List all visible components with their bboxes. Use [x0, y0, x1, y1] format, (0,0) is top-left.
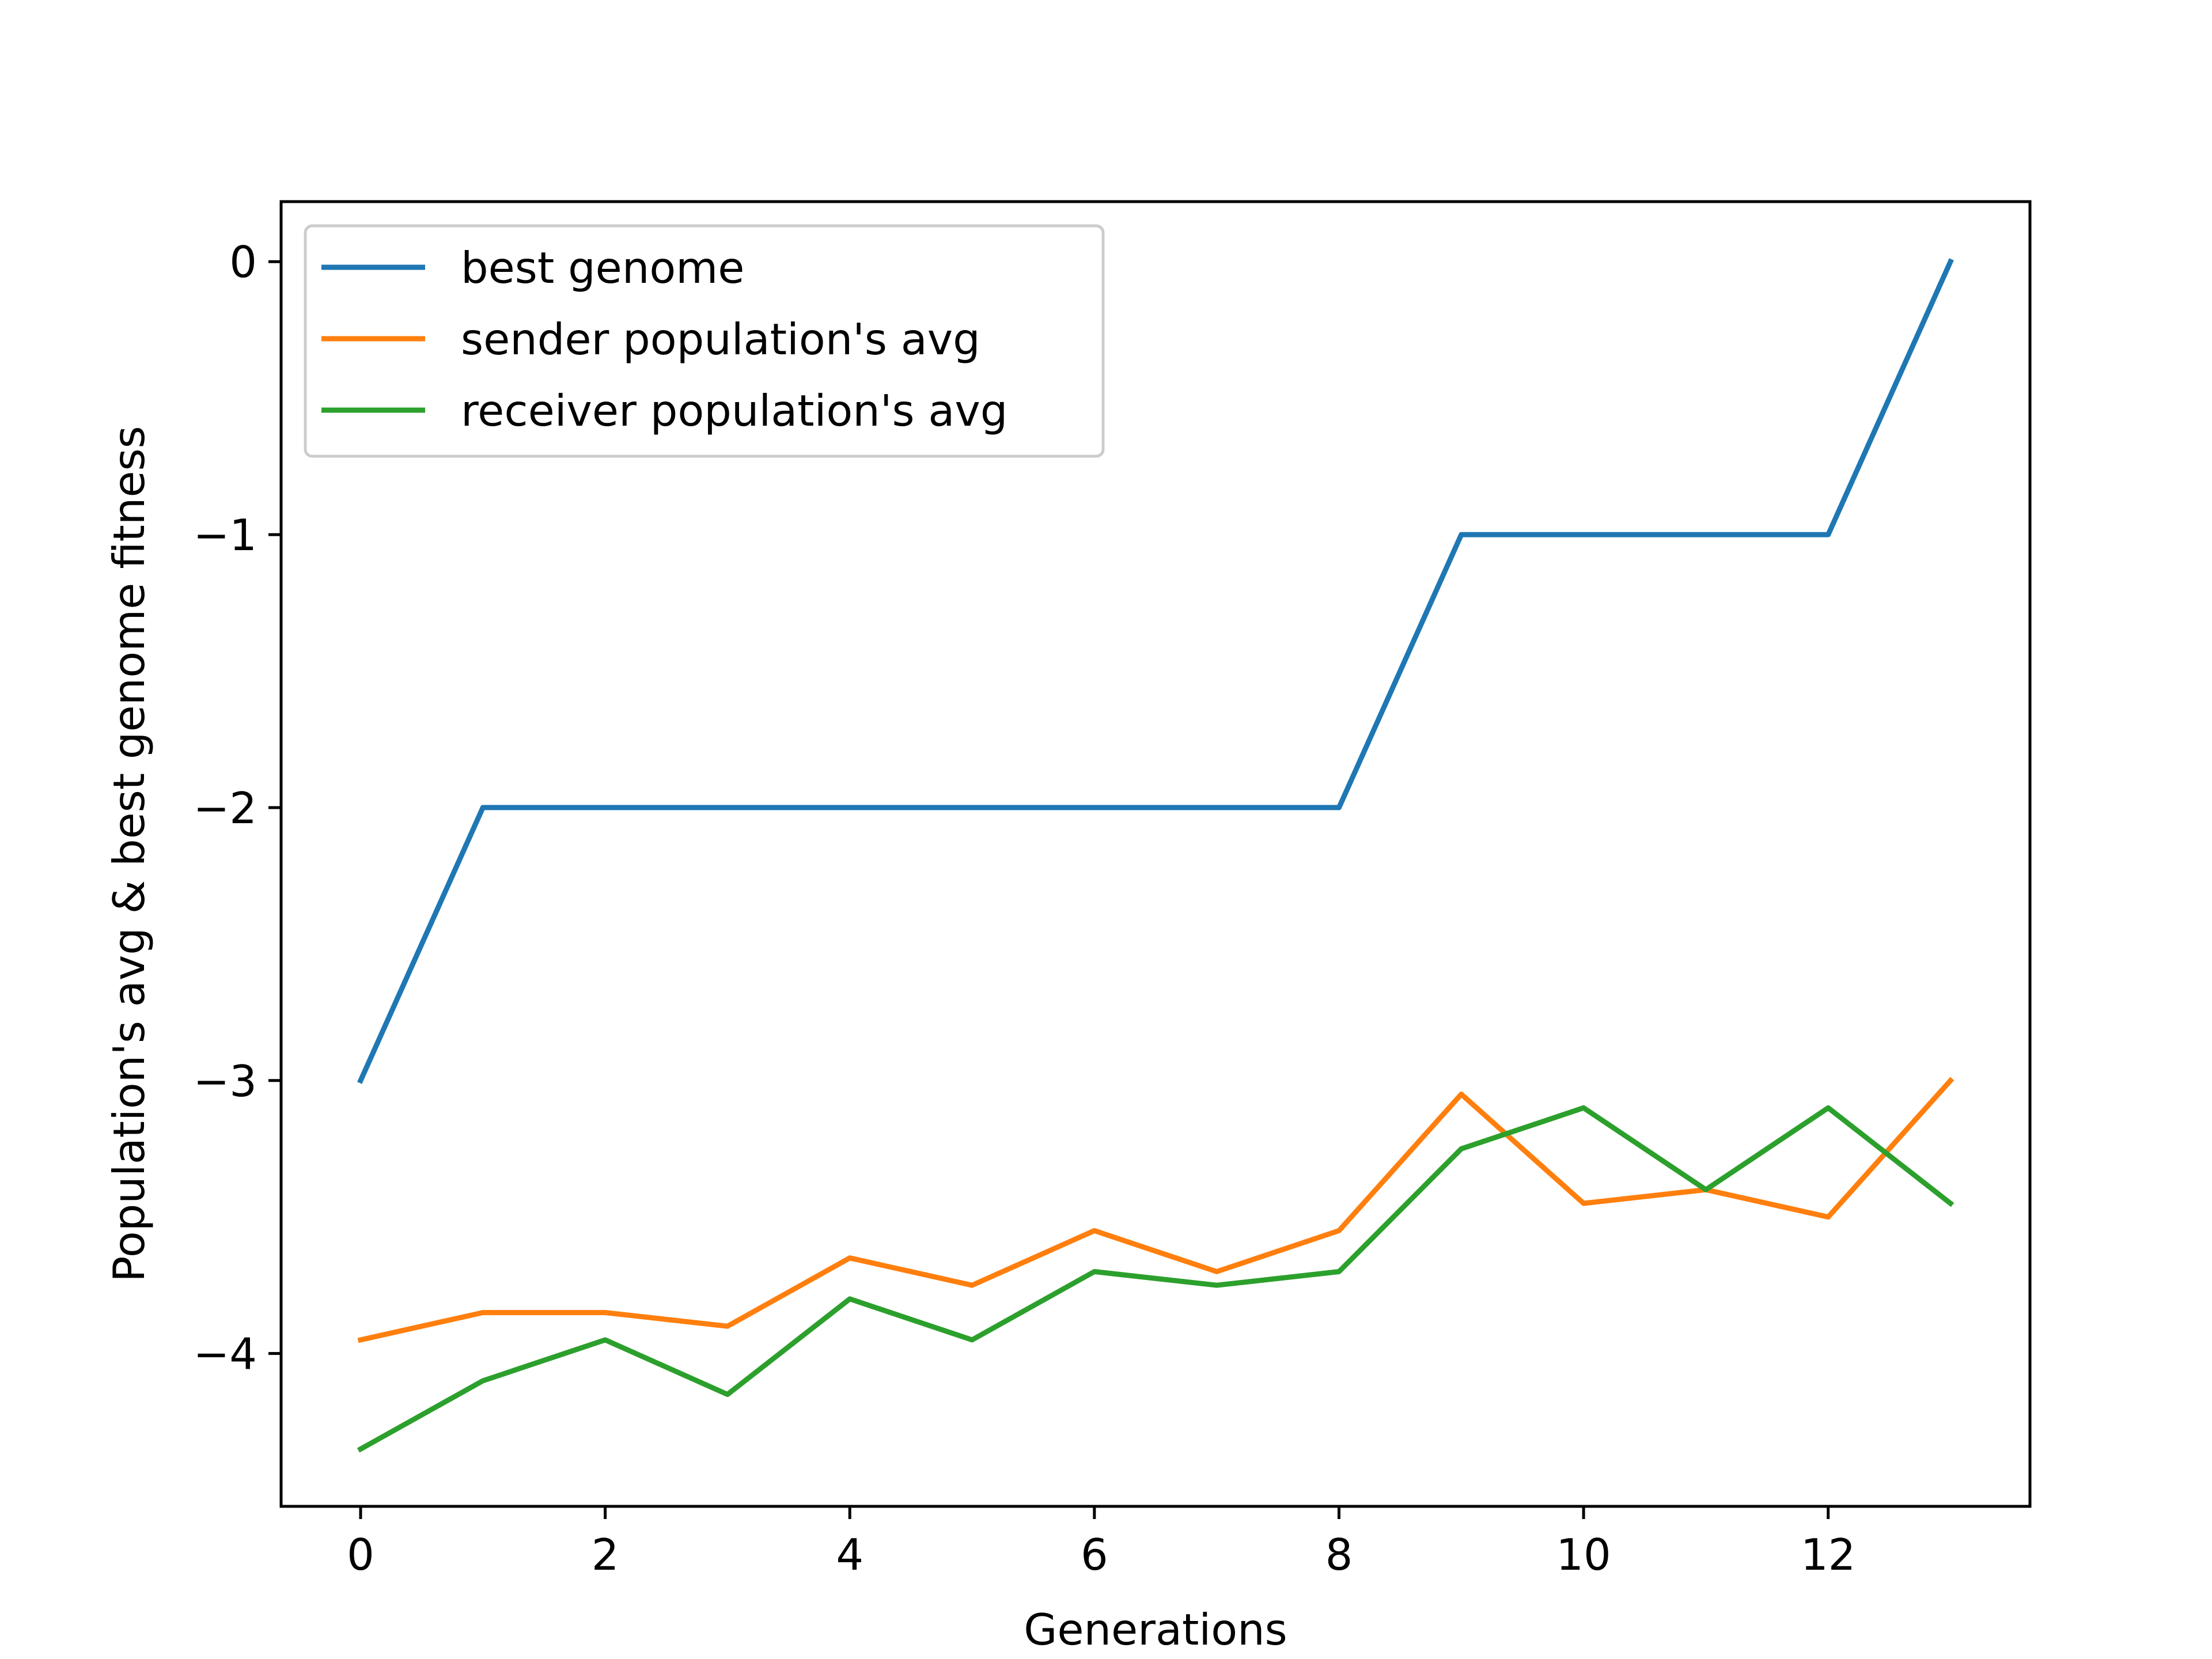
x-tick-label: 4 — [836, 1529, 863, 1580]
x-tick-label: 10 — [1556, 1529, 1611, 1580]
x-axis-label: Generations — [1024, 1604, 1287, 1655]
y-tick-label: 0 — [229, 237, 257, 287]
y-axis: 0 −1 −2 −3 −4 — [193, 237, 281, 1380]
series-layer — [357, 258, 1955, 1453]
series-line-3 — [357, 1105, 1955, 1453]
x-tick-label: 6 — [1081, 1529, 1108, 1580]
x-tick-label: 8 — [1325, 1529, 1353, 1580]
y-tick-label: −4 — [193, 1329, 257, 1380]
series-line-2 — [357, 1077, 1955, 1343]
y-axis-label: Population's avg & best genome fitness — [104, 426, 154, 1282]
series-line-1 — [357, 258, 1954, 1084]
legend-label-1: best genome — [461, 243, 744, 293]
y-tick-label: −3 — [193, 1056, 257, 1107]
y-tick-label: −2 — [193, 783, 257, 834]
x-tick-label: 0 — [347, 1529, 374, 1580]
legend: best genome sender population's avg receiv… — [304, 224, 1105, 458]
legend-label-2: sender population's avg — [461, 314, 980, 365]
legend-label-3: receiver population's avg — [461, 385, 1007, 436]
x-axis: 0 2 4 6 8 10 12 — [347, 1506, 1855, 1580]
y-tick-label: −1 — [193, 510, 257, 560]
x-tick-label: 2 — [592, 1529, 619, 1580]
legend-box — [304, 224, 1105, 458]
plot-frame — [279, 200, 2032, 1508]
x-tick-label: 12 — [1801, 1529, 1855, 1580]
